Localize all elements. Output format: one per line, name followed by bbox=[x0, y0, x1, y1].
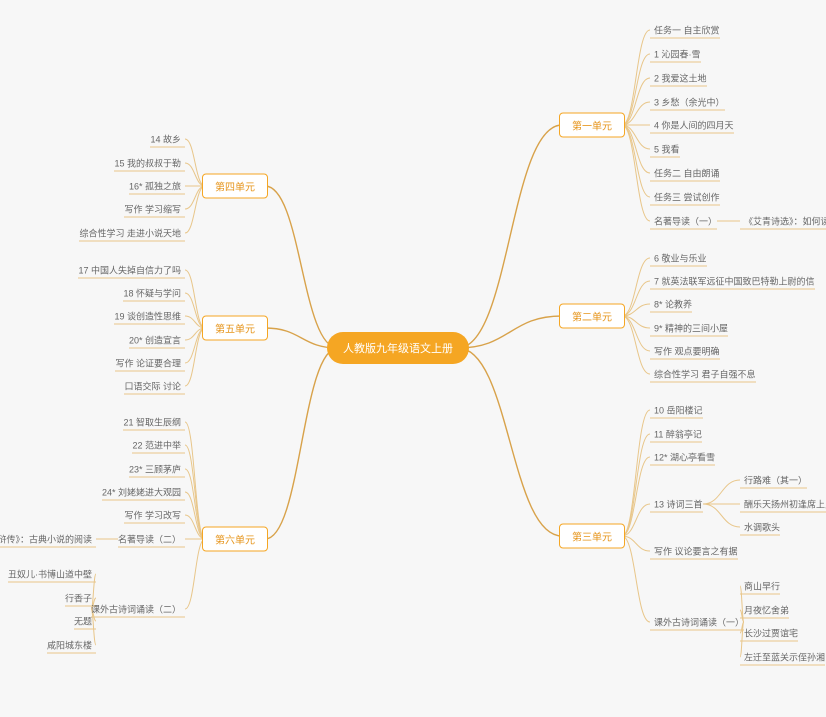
child-node: 长沙过贾谊宅 bbox=[744, 625, 798, 642]
leaf-node: 9* 精神的三间小屋 bbox=[654, 320, 728, 337]
leaf-node: 写作 学习改写 bbox=[124, 507, 181, 524]
leaf-node: 17 中国人失掉自信力了吗 bbox=[78, 262, 181, 279]
leaf-node: 15 我的叔叔于勒 bbox=[114, 155, 181, 172]
leaf-node: 8* 论教养 bbox=[654, 296, 692, 313]
leaf-node: 20* 创造宣言 bbox=[129, 332, 181, 349]
leaf-node: 写作 学习缩写 bbox=[124, 201, 181, 218]
leaf-node: 任务三 尝试创作 bbox=[654, 189, 720, 206]
leaf-node: 写作 议论要言之有据 bbox=[654, 543, 738, 560]
leaf-node: 写作 观点要明确 bbox=[654, 343, 720, 360]
leaf-node: 名著导读（二） bbox=[118, 531, 181, 548]
unit-node: 第三单元 bbox=[559, 524, 625, 549]
leaf-node: 综合性学习 走进小说天地 bbox=[79, 225, 181, 242]
unit-node: 第四单元 bbox=[202, 174, 268, 199]
leaf-node: 24* 刘姥姥进大观园 bbox=[102, 484, 181, 501]
sub-node: 《艾青诗选》：如何读诗 bbox=[744, 213, 826, 230]
leaf-node: 口语交际 讨论 bbox=[124, 378, 181, 395]
child-node: 咸阳城东楼 bbox=[47, 637, 92, 654]
leaf-node: 2 我爱这土地 bbox=[654, 70, 707, 87]
leaf-node: 1 沁园春·雪 bbox=[654, 46, 701, 63]
leaf-node: 任务一 自主欣赏 bbox=[654, 22, 720, 39]
child-node: 水调歌头 bbox=[744, 519, 780, 536]
unit-node: 第一单元 bbox=[559, 113, 625, 138]
leaf-node: 14 故乡 bbox=[150, 131, 181, 148]
unit-node: 第五单元 bbox=[202, 316, 268, 341]
leaf-node: 写作 论证要合理 bbox=[115, 355, 181, 372]
leaf-node: 22 范进中举 bbox=[132, 437, 181, 454]
leaf-node: 3 乡愁（余光中） bbox=[654, 94, 725, 111]
leaf-node: 16* 孤独之旅 bbox=[129, 178, 181, 195]
leaf-node: 4 你是人间的四月天 bbox=[654, 117, 734, 134]
leaf-node: 6 敬业与乐业 bbox=[654, 250, 707, 267]
child-node: 行香子 bbox=[65, 590, 92, 607]
leaf-node: 任务二 自由朗诵 bbox=[654, 165, 720, 182]
leaf-node: 综合性学习 君子自强不息 bbox=[654, 366, 756, 383]
leaf-node: 名著导读（一） bbox=[654, 213, 717, 230]
center-node: 人教版九年级语文上册 bbox=[327, 332, 469, 364]
child-node: 行路难（其一） bbox=[744, 472, 807, 489]
child-node: 酬乐天扬州初逢席上见赠 bbox=[744, 496, 826, 513]
leaf-node: 10 岳阳楼记 bbox=[654, 402, 703, 419]
unit-node: 第二单元 bbox=[559, 304, 625, 329]
leaf-node: 21 智取生辰纲 bbox=[123, 414, 181, 431]
leaf-node: 课外古诗词诵读（二） bbox=[91, 601, 181, 618]
leaf-node: 18 怀疑与学问 bbox=[123, 285, 181, 302]
sub-node: 《水浒传》：古典小说的阅读 bbox=[0, 531, 92, 548]
leaf-node: 课外古诗词诵读（一） bbox=[654, 614, 744, 631]
child-node: 月夜忆舍弟 bbox=[744, 602, 789, 619]
leaf-node: 11 醉翁亭记 bbox=[654, 426, 702, 443]
leaf-node: 23* 三顾茅庐 bbox=[129, 461, 181, 478]
unit-node: 第六单元 bbox=[202, 527, 268, 552]
leaf-node: 19 谈创造性思维 bbox=[114, 308, 181, 325]
child-node: 左迁至蓝关示侄孙湘 bbox=[744, 649, 825, 666]
child-node: 商山早行 bbox=[744, 578, 780, 595]
leaf-node: 5 我看 bbox=[654, 141, 680, 158]
leaf-node: 12* 湖心亭看雪 bbox=[654, 449, 715, 466]
leaf-node: 7 就英法联军远征中国致巴特勒上尉的信 bbox=[654, 273, 815, 290]
child-node: 丑奴儿·书博山道中壁 bbox=[8, 566, 92, 583]
leaf-node: 13 诗词三首 bbox=[654, 496, 703, 513]
child-node: 无题 bbox=[74, 613, 92, 630]
